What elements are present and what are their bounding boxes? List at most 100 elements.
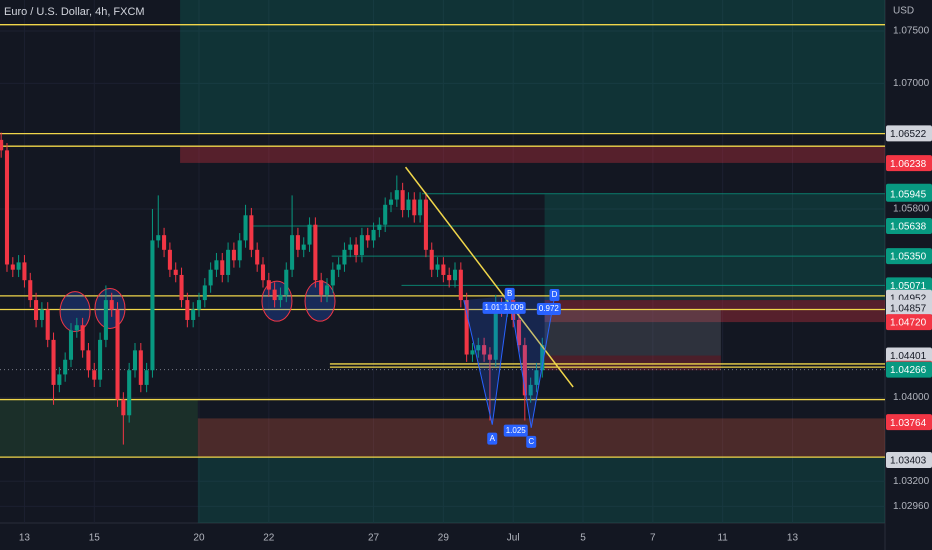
pattern-point-label: A <box>490 434 496 443</box>
candle-body <box>103 300 108 340</box>
ratio-label: 0.972 <box>539 304 560 313</box>
candle-body <box>313 224 318 281</box>
candle-body <box>534 370 539 385</box>
zone <box>544 355 721 371</box>
price-label-box <box>886 277 932 294</box>
pattern-point-label: B <box>507 289 512 298</box>
price-label-box <box>886 361 932 378</box>
x-tick-label: 13 <box>19 533 31 544</box>
zone <box>197 418 885 458</box>
candle-body <box>220 260 225 275</box>
candle-body <box>458 269 463 301</box>
price-label: 1.03764 <box>890 418 927 429</box>
candle-body <box>57 374 62 385</box>
ratio-box <box>482 301 507 314</box>
candle-body <box>284 269 289 295</box>
candle-body <box>191 309 196 320</box>
candle-body <box>371 229 376 241</box>
candle-body <box>10 264 15 270</box>
candle-body <box>255 249 260 265</box>
candle-body <box>412 199 417 216</box>
candle-body <box>435 264 440 270</box>
candle-body <box>290 235 295 270</box>
price-label-box <box>886 414 932 431</box>
ratio-box <box>503 424 528 437</box>
price-label-box <box>886 314 932 331</box>
price-label: 1.04266 <box>890 365 927 376</box>
candle-body <box>365 235 370 241</box>
pattern-point-box <box>549 288 560 301</box>
candle-body <box>51 339 56 385</box>
ratio-label: 1.009 <box>504 303 525 312</box>
candle-body <box>487 354 492 360</box>
candle-body <box>68 330 74 360</box>
candle-body <box>28 280 33 301</box>
x-tick-label: 7 <box>650 533 656 544</box>
candle-body <box>260 264 266 281</box>
ratio-box <box>536 302 561 315</box>
candle-body <box>540 345 545 371</box>
candle-body <box>383 204 388 225</box>
zone <box>180 146 885 163</box>
y-tick-label: 1.04000 <box>893 392 930 403</box>
price-label: 1.05071 <box>890 281 927 292</box>
price-label: 1.05350 <box>890 252 927 263</box>
candle-body <box>272 289 277 301</box>
candle-body <box>214 260 219 270</box>
candle-body <box>34 300 39 320</box>
ratio-box <box>501 301 526 314</box>
candle-body <box>127 370 132 416</box>
candle-body <box>528 384 533 396</box>
x-tick-label: 15 <box>89 533 101 544</box>
price-label: 1.05945 <box>890 189 927 200</box>
price-label: 1.03403 <box>890 456 927 467</box>
x-tick-label: 13 <box>787 533 799 544</box>
price-label-box <box>886 451 932 468</box>
price-label-box <box>886 155 932 172</box>
candle-body <box>336 264 341 270</box>
candle-body <box>86 350 91 371</box>
y-tick-label: 1.02960 <box>893 501 930 512</box>
candle-body <box>115 309 120 400</box>
candle-body <box>173 269 178 275</box>
candle-body <box>342 249 347 265</box>
candle-body <box>226 249 231 275</box>
candle-body <box>208 269 213 286</box>
candle-body <box>4 150 10 265</box>
candle-body <box>196 300 202 310</box>
candle-body <box>185 300 190 320</box>
candle-body <box>324 285 330 295</box>
candle-body <box>237 240 242 261</box>
pattern-point-box <box>504 287 515 300</box>
pattern-point-label: D <box>552 290 558 299</box>
zone <box>544 309 721 356</box>
x-tick-label: 5 <box>580 533 586 544</box>
candle-body <box>39 309 44 320</box>
price-label-box <box>886 185 932 202</box>
candle-body <box>249 215 254 250</box>
candle-body <box>394 190 399 200</box>
zone <box>544 300 885 323</box>
price-label: 1.04952 <box>890 293 927 304</box>
candle-body <box>156 235 161 241</box>
candle-body <box>74 325 79 331</box>
x-tick-label: 11 <box>717 533 728 544</box>
candle-body <box>301 244 306 250</box>
price-label-box <box>886 248 932 265</box>
candle-body <box>482 345 487 355</box>
price-label: 1.06522 <box>890 129 927 140</box>
zone <box>197 457 885 524</box>
candle-body <box>516 319 522 346</box>
candle-body <box>132 350 138 371</box>
candle-body <box>447 274 452 281</box>
price-label-box <box>886 347 932 364</box>
candle-body <box>522 345 527 396</box>
candle-body <box>464 300 469 355</box>
candle-body <box>307 224 312 245</box>
ratio-label: 1.017 <box>485 303 506 312</box>
y-tick-label: 1.05800 <box>893 204 930 215</box>
candle-body <box>348 244 353 250</box>
